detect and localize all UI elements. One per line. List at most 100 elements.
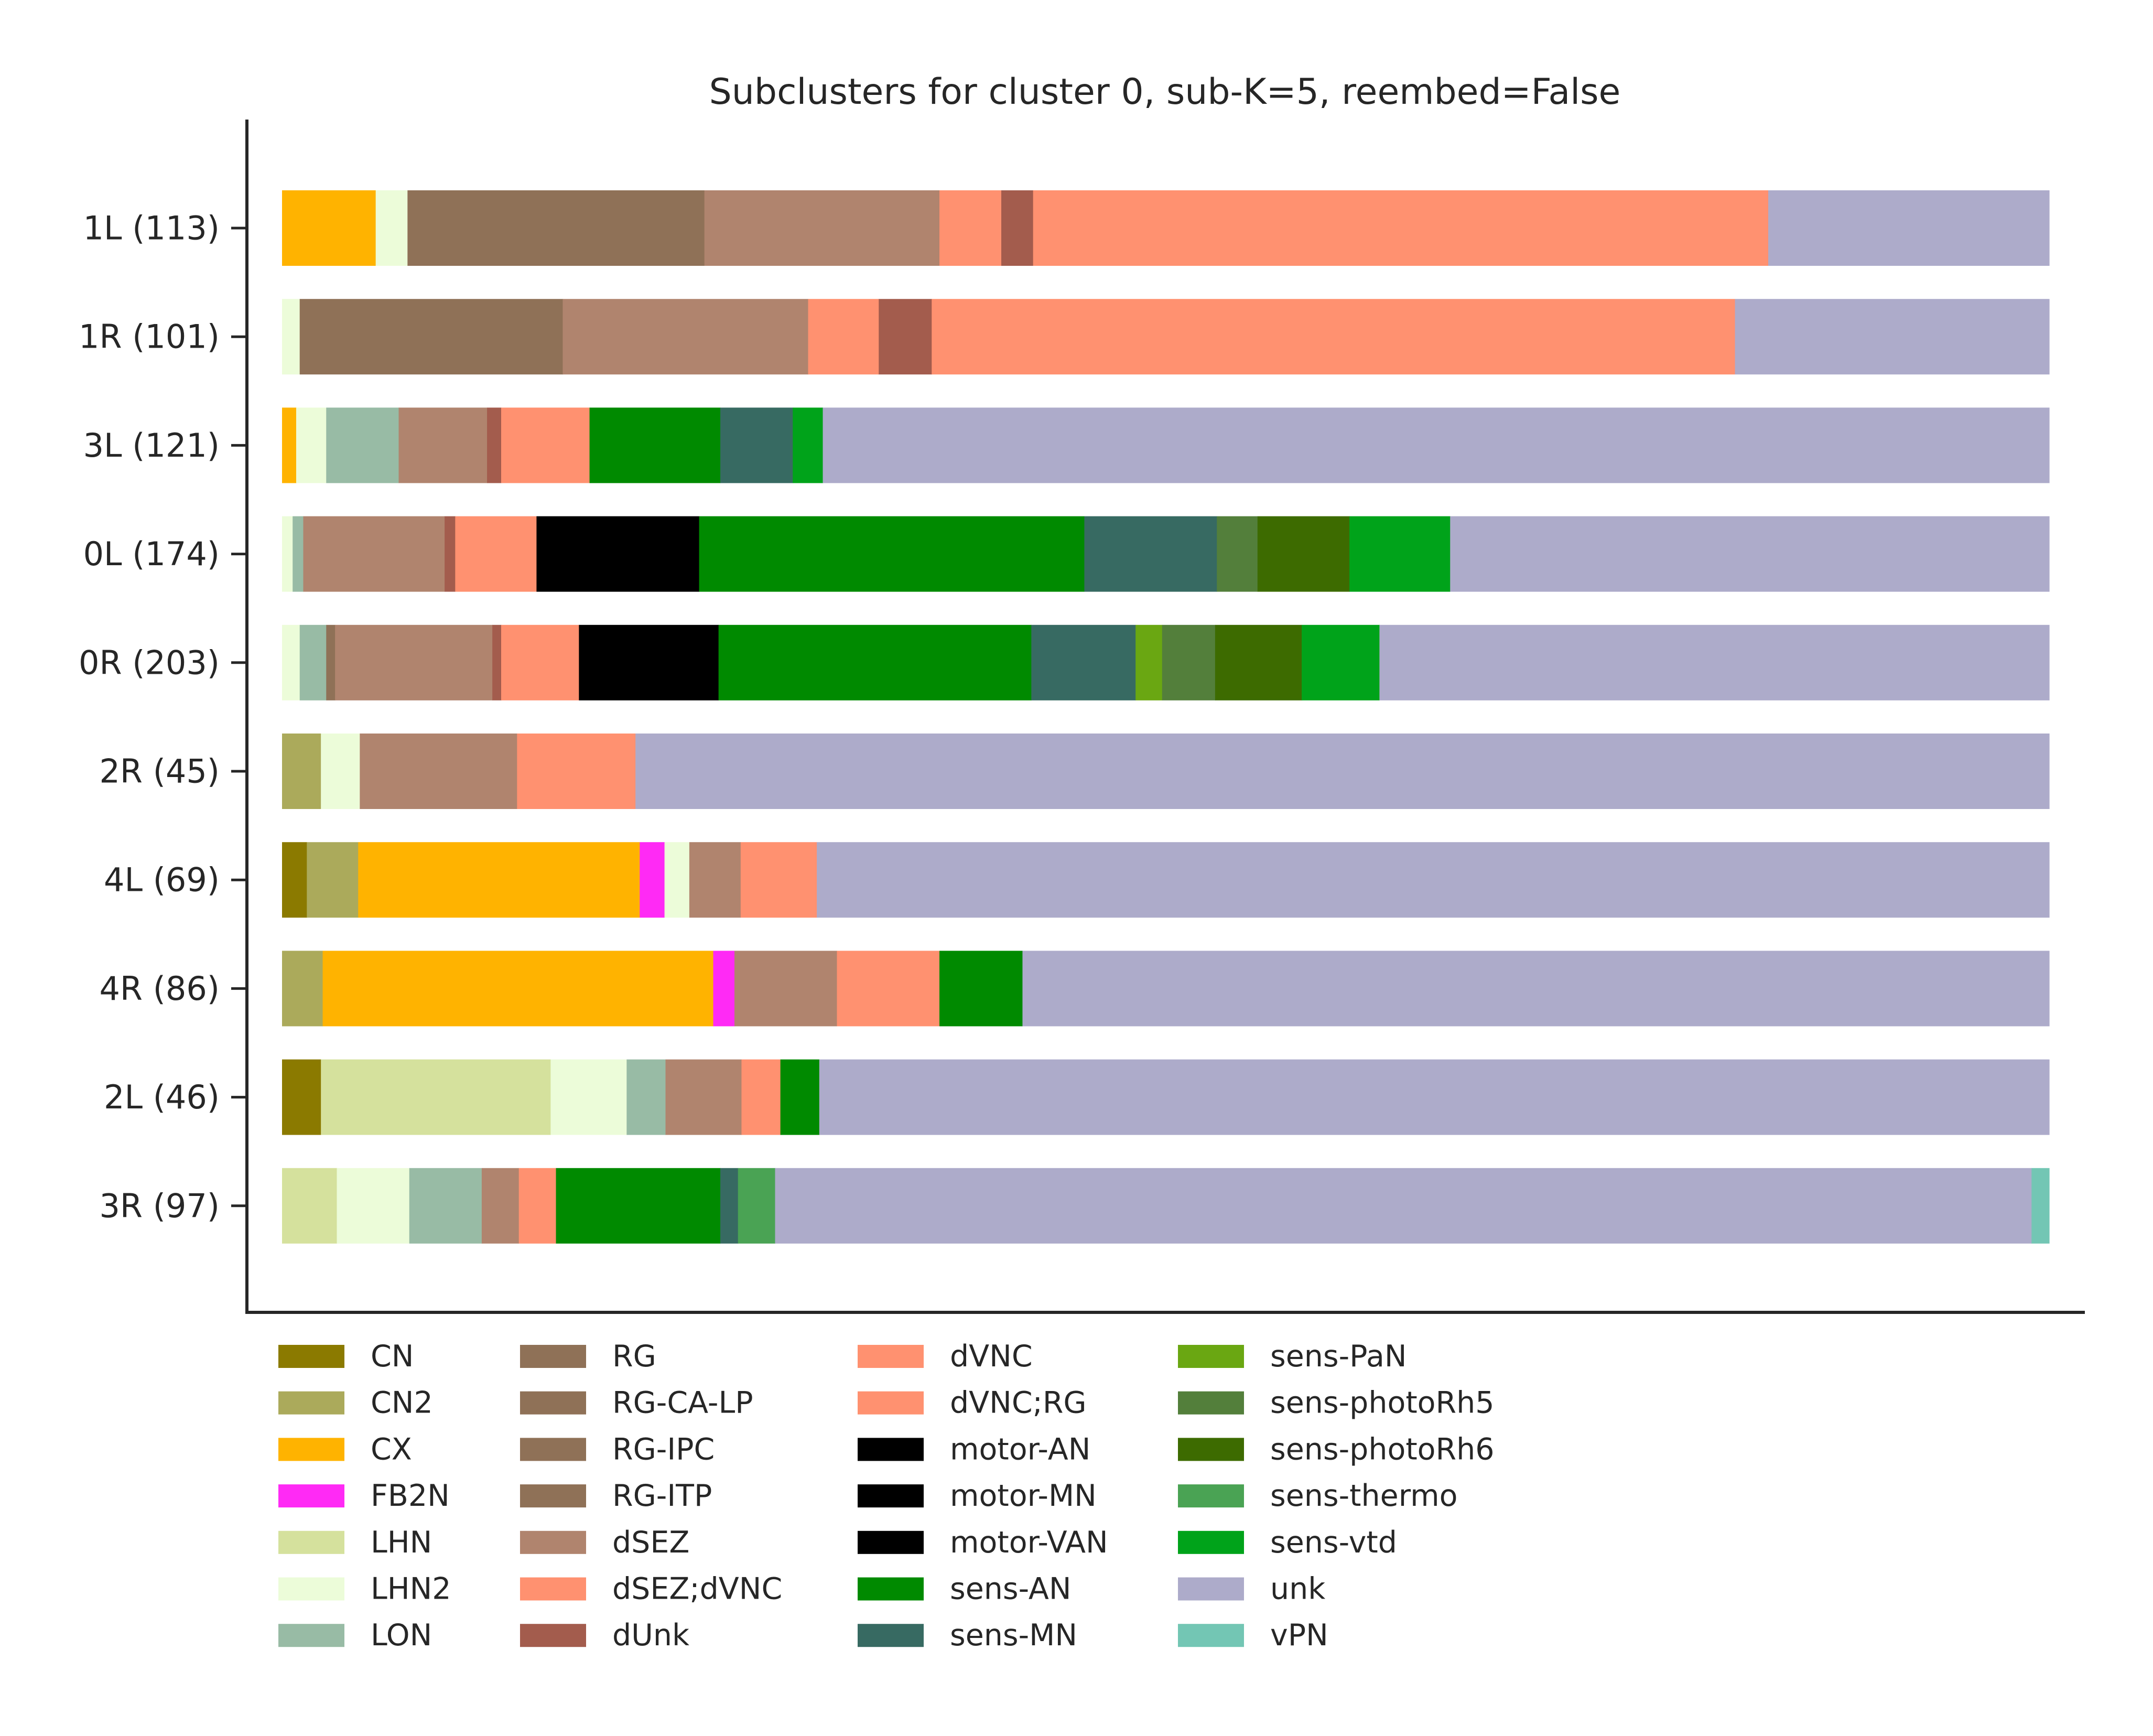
bar-segment — [626, 1059, 666, 1135]
legend-item: vPN — [1178, 1618, 1328, 1653]
legend-item: sens-MN — [858, 1618, 1077, 1653]
bar-segment — [562, 299, 809, 375]
bar-segment — [734, 951, 838, 1027]
legend-item: CX — [278, 1432, 412, 1467]
y-tick-label: 2R (45) — [99, 752, 220, 791]
bar-segment — [282, 842, 307, 918]
bar-segment — [481, 1168, 520, 1244]
legend-swatch — [1178, 1391, 1244, 1415]
bar-segment — [293, 516, 304, 592]
legend-label: unk — [1270, 1572, 1325, 1606]
bar-segment — [780, 1059, 820, 1135]
bar-segment — [296, 407, 327, 483]
bar-segment — [699, 516, 1085, 592]
legend-swatch — [278, 1438, 344, 1461]
legend-label: RG — [612, 1339, 656, 1374]
legend-item: sens-photoRh5 — [1178, 1386, 1495, 1420]
legend-swatch — [278, 1624, 344, 1647]
bar-segment — [375, 190, 408, 266]
bar-segment — [1022, 951, 2050, 1027]
legend-label: sens-AN — [950, 1572, 1072, 1606]
legend-swatch — [278, 1530, 344, 1554]
legend-swatch — [520, 1438, 586, 1461]
y-tick-label: 2L (46) — [104, 1078, 220, 1116]
bar-segment — [487, 407, 502, 483]
legend-swatch — [858, 1345, 924, 1368]
legend-item: LON — [278, 1618, 432, 1653]
legend-item: dSEZ;dVNC — [520, 1572, 782, 1606]
legend-item: sens-AN — [858, 1572, 1072, 1606]
bar-segment — [1379, 624, 2050, 700]
bar-segment — [282, 516, 293, 592]
legend-swatch — [1178, 1438, 1244, 1461]
bar-segment — [775, 1168, 2032, 1244]
bar-segment — [282, 1059, 321, 1135]
y-tick-label: 1L (113) — [83, 209, 220, 247]
legend-item: sens-vtd — [1178, 1525, 1397, 1560]
bar-segment — [360, 734, 517, 809]
legend-label: LON — [371, 1618, 432, 1653]
legend-item: unk — [1178, 1572, 1325, 1606]
legend-swatch — [858, 1391, 924, 1415]
bar-segment — [282, 951, 323, 1027]
legend-swatch — [520, 1624, 586, 1647]
legend-item: RG — [520, 1339, 656, 1374]
bar-segment — [307, 842, 359, 918]
bar-segment — [1257, 516, 1350, 592]
legend-swatch — [520, 1391, 586, 1415]
bar-segment — [817, 842, 2050, 918]
legend-label: dUnk — [612, 1618, 689, 1653]
legend-item: motor-AN — [858, 1432, 1090, 1467]
bar-segment — [299, 624, 327, 700]
bars-layer — [282, 190, 2050, 1244]
legend-item: dVNC;RG — [858, 1386, 1087, 1420]
bar-segment — [501, 407, 590, 483]
bar-segment — [932, 299, 1736, 375]
bar-segment — [1217, 516, 1258, 592]
bar-row — [282, 1168, 2050, 1244]
bar-segment — [823, 407, 2050, 483]
legend-label: RG-IPC — [612, 1432, 715, 1467]
bar-segment — [1001, 190, 1034, 266]
bar-segment — [299, 299, 564, 375]
legend-swatch — [1178, 1577, 1244, 1601]
bar-segment — [2031, 1168, 2050, 1244]
bar-segment — [1031, 624, 1136, 700]
legend-swatch — [520, 1577, 586, 1601]
bar-row — [282, 1059, 2050, 1135]
legend-item: RG-ITP — [520, 1479, 712, 1513]
bar-segment — [718, 624, 1032, 700]
bar-segment — [738, 1168, 776, 1244]
legend-item: sens-photoRh6 — [1178, 1432, 1495, 1467]
bar-segment — [1135, 624, 1163, 700]
legend-item: motor-MN — [858, 1479, 1097, 1513]
bar-segment — [282, 190, 376, 266]
legend-swatch — [858, 1530, 924, 1554]
bar-segment — [358, 842, 640, 918]
bar-segment — [282, 407, 297, 483]
legend-swatch — [1178, 1624, 1244, 1647]
bar-segment — [321, 1059, 551, 1135]
bar-row — [282, 190, 2050, 266]
chart-title: Subclusters for cluster 0, sub-K=5, reem… — [709, 71, 1621, 113]
legend-swatch — [1178, 1345, 1244, 1368]
bar-segment — [322, 951, 714, 1027]
bar-segment — [1302, 624, 1380, 700]
legend-swatch — [858, 1577, 924, 1601]
bar-segment — [445, 516, 456, 592]
bar-row — [282, 734, 2050, 809]
bar-segment — [407, 190, 705, 266]
bar-segment — [409, 1168, 482, 1244]
legend-item: sens-thermo — [1178, 1479, 1458, 1513]
legend-item: RG-CA-LP — [520, 1386, 753, 1420]
bar-segment — [793, 407, 824, 483]
bar-row — [282, 516, 2050, 592]
bar-segment — [635, 734, 2050, 809]
legend-label: motor-MN — [950, 1479, 1097, 1513]
legend-label: sens-thermo — [1270, 1479, 1458, 1513]
legend-label: CN2 — [371, 1386, 433, 1420]
bar-row — [282, 951, 2050, 1027]
legend-item: dUnk — [520, 1618, 689, 1653]
bar-segment — [303, 516, 445, 592]
bar-segment — [517, 734, 636, 809]
